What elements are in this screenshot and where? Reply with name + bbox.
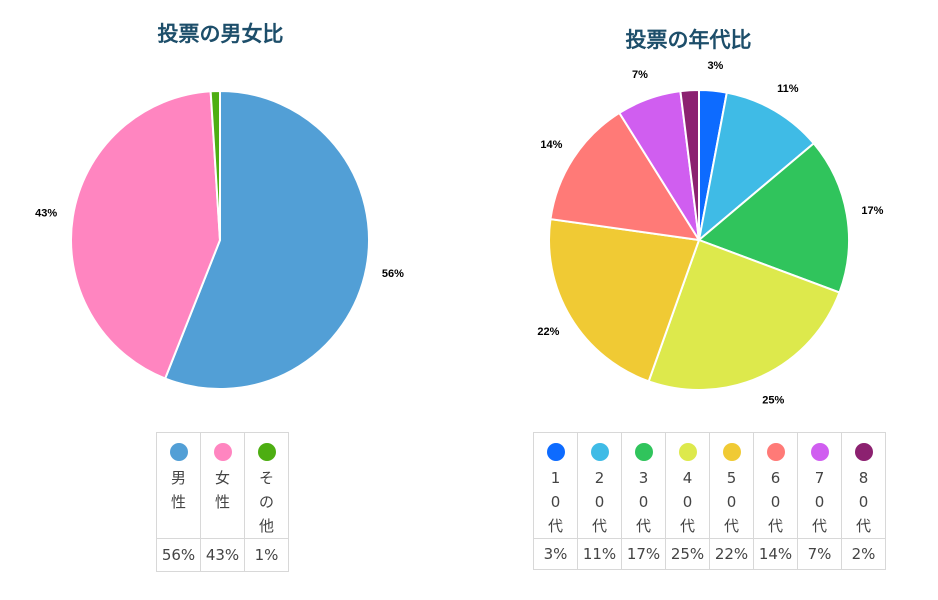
- gender-legend-table: 男性 女性 その他 56% 43% 1%: [156, 432, 289, 572]
- legend-dot-50s: [722, 443, 741, 461]
- legend-value-30s: 17%: [621, 538, 666, 570]
- pie-label-60s: 14%: [540, 139, 562, 151]
- pie-slice-30s: [697, 141, 850, 294]
- pie-label-30s: 17%: [861, 205, 883, 217]
- pie-slice-40s: [647, 238, 841, 391]
- legend-value-60s: 14%: [753, 538, 798, 570]
- gender-chart-title: 投票の男女比: [157, 22, 284, 46]
- legend-value-10s: 3%: [533, 538, 578, 570]
- pie-slice-80s: [679, 88, 700, 241]
- legend-value-70s: 7%: [797, 538, 842, 570]
- gender-chart-panel: 投票の男女比 56% 43% 男性 女性 その他 56% 43% 1%: [35, 22, 404, 572]
- legend-dot-10s: [546, 443, 565, 461]
- legend-dot-other: [257, 443, 276, 461]
- pie-slice-20s: [697, 91, 816, 243]
- legend-dot-male: [169, 443, 188, 461]
- legend-value-40s: 25%: [665, 538, 710, 570]
- legend-dot-female: [213, 443, 232, 461]
- legend-value-80s: 2%: [841, 538, 886, 570]
- legend-item-male: 男性: [156, 432, 201, 539]
- pie-slice-60s: [549, 111, 701, 242]
- pie-label-20s: 11%: [777, 83, 799, 95]
- pie-label-50s: 22%: [537, 326, 559, 338]
- pie-label-female: 43%: [35, 207, 57, 219]
- legend-value-other: 1%: [244, 538, 289, 572]
- age-pie-chart: 3% 11% 17% 25% 22% 14% 7%: [537, 60, 883, 407]
- legend-dot-70s: [810, 443, 829, 461]
- legend-label-female: 女性: [214, 469, 230, 511]
- legend-dot-80s: [854, 443, 873, 461]
- legend-label-male: 男性: [170, 469, 186, 511]
- legend-dot-20s: [590, 443, 609, 461]
- legend-value-female: 43%: [200, 538, 245, 572]
- pie-label-40s: 25%: [762, 395, 784, 407]
- pie-label-70s: 7%: [632, 69, 648, 81]
- pie-slice-female: [70, 90, 222, 380]
- legend-label-other: その他: [258, 469, 274, 535]
- legend-dot-40s: [678, 443, 697, 461]
- legend-value-male: 56%: [156, 538, 201, 572]
- legend-item-other: その他: [244, 432, 289, 539]
- legend-value-50s: 22%: [709, 538, 754, 570]
- pie-slice-male: [163, 89, 370, 390]
- age-chart-title: 投票の年代比: [625, 28, 752, 52]
- legend-dot-30s: [634, 443, 653, 461]
- legend-value-20s: 11%: [577, 538, 622, 570]
- pie-slice-other: [209, 89, 221, 241]
- pie-label-10s: 3%: [707, 60, 723, 72]
- legend-dot-60s: [766, 443, 785, 461]
- pie-label-male: 56%: [382, 268, 404, 280]
- gender-pie-chart: 56% 43%: [35, 89, 404, 390]
- pie-slice-50s: [548, 217, 701, 383]
- legend-item-female: 女性: [200, 432, 245, 539]
